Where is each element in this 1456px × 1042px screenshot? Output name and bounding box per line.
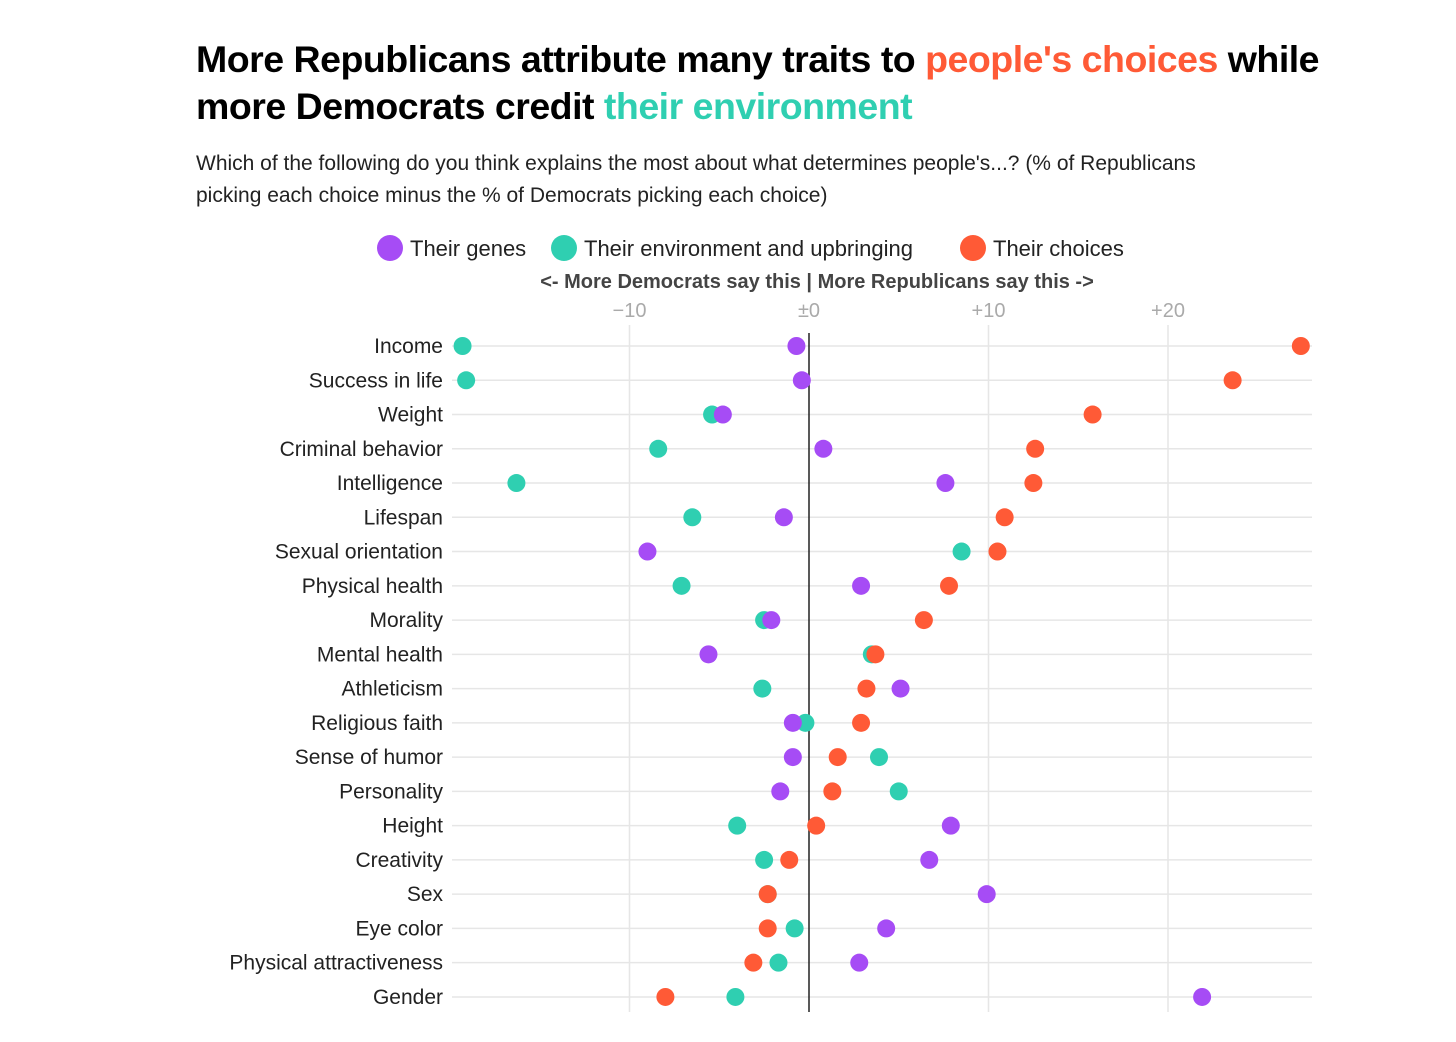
data-point [785,919,804,938]
category-label: Lifespan [364,506,443,529]
data-point [866,645,885,664]
data-point [783,748,802,767]
data-point [649,439,668,458]
data-point [783,713,802,732]
data-point [780,850,799,869]
data-point [941,816,960,835]
category-label: Criminal behavior [280,438,443,461]
data-point [453,337,472,355]
data-point [977,885,996,904]
category-label: Success in life [309,369,443,392]
category-label: Mental health [317,643,443,666]
data-point [758,919,777,938]
title-highlight-choices: people's choices [925,38,1218,80]
category-label: Intelligence [337,472,443,495]
data-point [1026,439,1045,458]
data-point [995,508,1014,527]
data-point [914,611,933,630]
data-point [1291,337,1310,355]
data-point [755,850,774,869]
category-label: Personality [339,780,443,803]
data-point [952,542,971,561]
data-point [1223,371,1242,390]
title-text: More Republicans attribute many traits t… [196,38,926,80]
data-point [850,953,869,972]
data-point [889,782,908,801]
tick-label: +20 [1151,300,1185,322]
data-point [672,576,691,595]
category-label: Physical health [302,575,443,598]
axis-title: <- More Democrats say this | More Republ… [540,271,1094,293]
tick-label: ±0 [798,300,820,322]
data-point [744,953,763,972]
data-point [713,405,732,424]
data-point [920,850,939,869]
category-label: Creativity [355,849,443,872]
tick-label: −10 [613,300,647,322]
data-point [807,816,826,835]
data-point [728,816,747,835]
data-point [857,679,876,698]
legend-swatch [551,235,577,261]
data-point [828,748,847,767]
data-point [796,713,815,732]
data-point [769,953,788,972]
data-point [852,713,871,732]
tick-label: +10 [972,300,1006,322]
data-point [787,337,806,355]
legend-swatch [960,235,986,261]
category-label: Weight [378,404,443,427]
data-point [758,885,777,904]
data-point [877,919,896,938]
chart-subtitle: Which of the following do you think expl… [196,152,1196,207]
category-label: Eye color [355,917,443,940]
legend-label: Their choices [993,236,1124,261]
data-point [936,474,955,493]
legend-label: Their environment and upbringing [584,236,913,261]
data-point [814,439,833,458]
data-point [852,576,871,595]
category-label: Income [374,335,443,358]
data-point [792,371,811,390]
data-point [774,508,793,527]
category-label: Gender [373,986,443,1009]
chart-title: More Republicans attribute many traits t… [196,36,1336,130]
category-label: Height [382,815,443,838]
data-point [726,987,745,1006]
legend-label: Their genes [410,236,526,261]
data-point [940,576,959,595]
title-text: while more Democrats credit [196,38,1320,127]
category-label: Morality [369,609,443,632]
category-label: Sex [407,883,444,906]
data-point [1193,987,1212,1006]
data-point [1024,474,1043,493]
category-label: Physical attractiveness [229,952,443,975]
category-label: Sense of humor [295,746,443,769]
data-point [1083,405,1102,424]
data-point [823,782,842,801]
data-point [762,611,781,630]
data-point [457,371,476,390]
data-point [771,782,790,801]
data-point [870,748,889,767]
legend-swatch [377,235,403,261]
title-highlight-environment: their environment [603,85,913,127]
category-label: Religious faith [311,712,443,735]
data-point [656,987,675,1006]
data-point [507,474,526,493]
data-point [988,542,1007,561]
data-point [753,679,772,698]
data-point [683,508,702,527]
data-point [638,542,657,561]
category-label: Sexual orientation [275,541,443,564]
data-point [891,679,910,698]
data-point [699,645,718,664]
category-label: Athleticism [341,678,443,701]
